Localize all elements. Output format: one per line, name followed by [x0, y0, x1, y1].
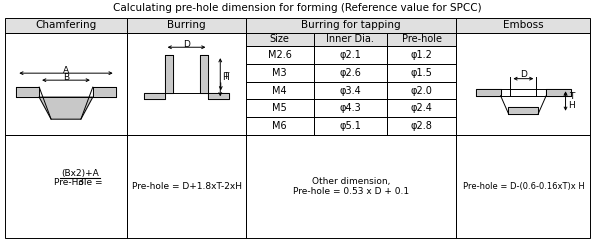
Text: Chamfering: Chamfering: [35, 21, 97, 30]
Bar: [387, 117, 457, 135]
Bar: [387, 82, 457, 99]
Text: φ2.4: φ2.4: [411, 103, 433, 113]
Bar: [314, 33, 387, 46]
Text: Pre-Hole =: Pre-Hole =: [54, 178, 103, 187]
Text: φ2.6: φ2.6: [340, 68, 361, 78]
Bar: [246, 46, 314, 64]
Bar: [246, 135, 457, 238]
Text: φ2.1: φ2.1: [340, 50, 361, 60]
Bar: [314, 82, 387, 99]
Text: φ5.1: φ5.1: [340, 121, 361, 131]
Text: T: T: [569, 92, 574, 101]
Text: φ1.5: φ1.5: [411, 68, 433, 78]
Text: M3: M3: [272, 68, 287, 78]
Bar: [387, 99, 457, 117]
Bar: [387, 64, 457, 82]
Text: H: H: [222, 73, 229, 82]
Text: M6: M6: [272, 121, 287, 131]
Bar: [127, 18, 246, 33]
Polygon shape: [546, 89, 571, 96]
Polygon shape: [16, 87, 39, 97]
Bar: [246, 117, 314, 135]
Bar: [246, 64, 314, 82]
Text: M5: M5: [272, 103, 287, 113]
Text: Inner Dia.: Inner Dia.: [326, 35, 374, 45]
Text: 3: 3: [77, 178, 83, 187]
Text: Size: Size: [270, 35, 290, 45]
Bar: [246, 33, 314, 46]
Bar: [5, 18, 127, 33]
Bar: [246, 18, 457, 33]
Text: φ2.8: φ2.8: [411, 121, 433, 131]
Polygon shape: [145, 93, 165, 99]
Text: M4: M4: [272, 85, 287, 96]
Text: Pre-hole = D-(0.6-0.16xT)x H: Pre-hole = D-(0.6-0.16xT)x H: [463, 182, 584, 191]
Polygon shape: [200, 55, 208, 93]
Bar: [314, 64, 387, 82]
Text: Other dimension,: Other dimension,: [312, 177, 391, 186]
Text: Pre-hole = 0.53 x D + 0.1: Pre-hole = 0.53 x D + 0.1: [293, 187, 409, 196]
Bar: [387, 33, 457, 46]
Text: φ3.4: φ3.4: [340, 85, 361, 96]
Text: Burring: Burring: [167, 21, 206, 30]
Bar: [457, 33, 590, 135]
Bar: [387, 46, 457, 64]
Text: T: T: [223, 72, 229, 82]
Text: Burring for tapping: Burring for tapping: [301, 21, 401, 30]
Bar: [127, 33, 246, 135]
Polygon shape: [476, 89, 500, 96]
Polygon shape: [165, 55, 173, 93]
Bar: [5, 135, 127, 238]
Text: Pre-hole: Pre-hole: [401, 35, 442, 45]
Text: A: A: [63, 66, 69, 75]
Bar: [314, 99, 387, 117]
Text: B: B: [63, 73, 69, 82]
Bar: [246, 82, 314, 99]
Text: Emboss: Emboss: [503, 21, 544, 30]
Bar: [127, 135, 246, 238]
Polygon shape: [39, 97, 93, 119]
Text: Pre-hole = D+1.8xT-2xH: Pre-hole = D+1.8xT-2xH: [131, 182, 242, 191]
Text: φ2.0: φ2.0: [411, 85, 433, 96]
Bar: [246, 99, 314, 117]
Text: (Bx2)+A: (Bx2)+A: [61, 169, 99, 178]
Text: D: D: [183, 40, 190, 49]
Text: Calculating pre-hole dimension for forming (Reference value for SPCC): Calculating pre-hole dimension for formi…: [113, 3, 482, 13]
Bar: [314, 46, 387, 64]
Polygon shape: [93, 87, 116, 97]
Bar: [5, 33, 127, 135]
Text: M2.6: M2.6: [268, 50, 292, 60]
Text: φ4.3: φ4.3: [340, 103, 361, 113]
Text: H: H: [568, 101, 575, 110]
Bar: [457, 135, 590, 238]
Polygon shape: [508, 107, 538, 114]
Text: φ1.2: φ1.2: [411, 50, 433, 60]
Polygon shape: [500, 96, 546, 114]
Bar: [457, 18, 590, 33]
Polygon shape: [208, 93, 229, 99]
Bar: [314, 117, 387, 135]
Text: D: D: [520, 70, 527, 79]
